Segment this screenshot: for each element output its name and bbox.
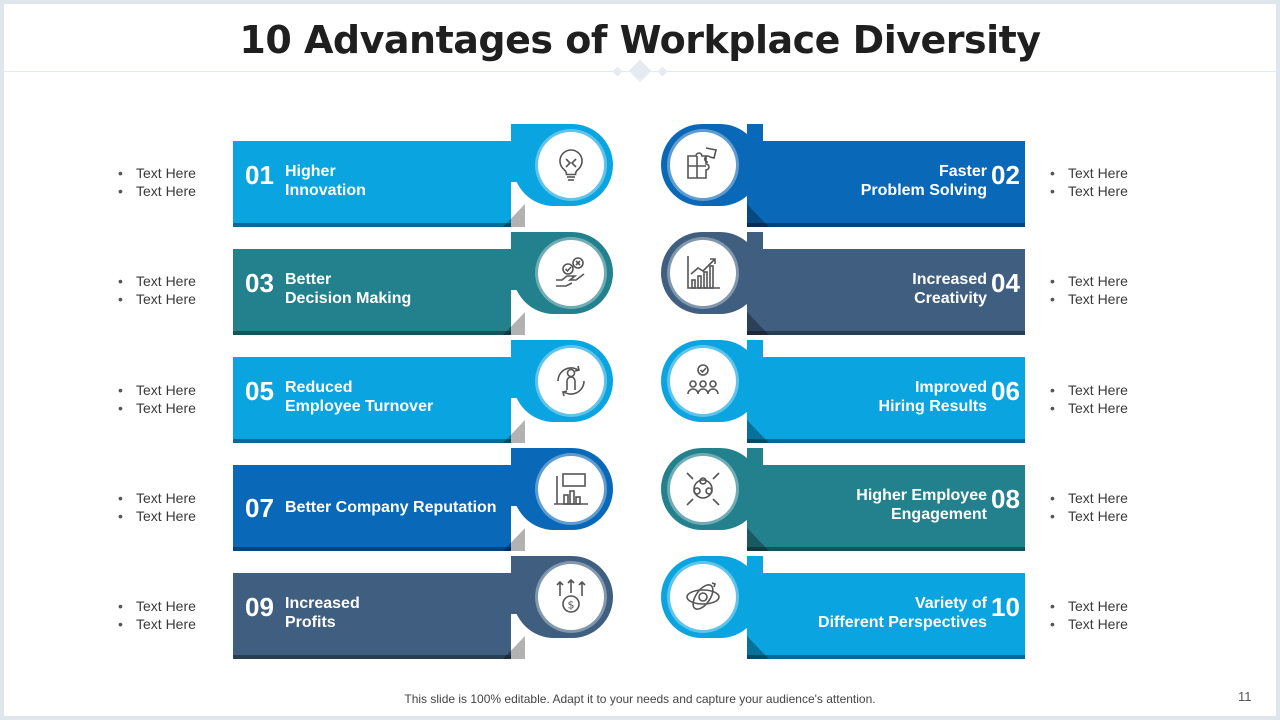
card-label: Reduced Employee Turnover [285,379,434,415]
bullet-list-02: Text Here Text Here [1050,164,1128,200]
hiring-team-icon [687,364,719,395]
card-label: Improved Hiring Results [878,379,987,415]
engagement-group-icon [686,472,720,506]
card-icon-badge [661,232,761,314]
card-number: 09 [245,592,274,622]
card-icon-badge [661,340,761,422]
card-label: Increased Profits [285,595,360,631]
bullet-item: Text Here [118,489,196,507]
card-bar [747,573,1025,659]
card-number: 02 [991,160,1020,190]
card-icon-badge [513,232,613,314]
footer-note: This slide is 100% editable. Adapt it to… [404,692,876,706]
card-label: Variety of Different Perspectives [818,595,987,631]
card-label: Higher Employee Engagement [856,487,987,523]
bullet-list-05: Text Here Text Here [118,381,196,417]
card-number: 07 [245,493,274,523]
advantage-card-08: 08 Higher Employee Engagement [661,448,1041,558]
bullet-item: Text Here [118,399,196,417]
bullet-list-01: Text Here Text Here [118,164,196,200]
card-bar [233,249,511,335]
card-label: Higher Innovation [285,163,366,199]
bullet-item: Text Here [1050,489,1128,507]
bullet-item: Text Here [1050,182,1128,200]
card-number: 03 [245,268,274,298]
advantage-card-04: 04 Increased Creativity [661,232,1041,342]
card-number: 08 [991,484,1020,514]
bullet-item: Text Here [118,164,196,182]
card-icon-badge [661,124,761,206]
puzzle-icon [687,147,717,179]
card-number: 06 [991,376,1020,406]
decision-handshake-icon [556,257,585,287]
card-number: 04 [991,268,1020,298]
card-icon-badge [513,124,613,206]
card-label: Faster Problem Solving [860,163,987,199]
card-number: 01 [245,160,274,190]
bullet-item: Text Here [118,507,196,525]
bullet-item: Text Here [1050,381,1128,399]
advantage-card-05: 05 Reduced Employee Turnover [233,340,613,450]
advantage-card-01: 01 Higher Innovation [233,124,613,234]
advantage-card-07: 07 Better Company Reputation [233,448,613,558]
profit-dollar-icon: $ [556,578,586,613]
bullet-list-07: Text Here Text Here [118,489,196,525]
card-bar [233,357,511,443]
card-bar [747,249,1025,335]
bullet-list-03: Text Here Text Here [118,272,196,308]
bullet-item: Text Here [118,597,196,615]
card-bar [747,141,1025,227]
svg-text:$: $ [568,599,575,612]
bullet-item: Text Here [118,381,196,399]
bullet-list-04: Text Here Text Here [1050,272,1128,308]
bullet-list-08: Text Here Text Here [1050,489,1128,525]
bullet-item: Text Here [118,182,196,200]
bullet-item: Text Here [118,290,196,308]
card-icon-badge [661,556,761,638]
card-icon-badge [513,448,613,530]
bullet-list-10: Text Here Text Here [1050,597,1128,633]
advantage-card-10: 10 Variety of Different Perspectives [661,556,1041,666]
page-title: 10 Advantages of Workplace Diversity [239,18,1041,62]
lightbulb-icon [559,149,583,181]
advantage-card-02: 02 Faster Problem Solving [661,124,1041,234]
advantage-card-06: 06 Improved Hiring Results [661,340,1041,450]
card-bar [747,465,1025,551]
bullet-item: Text Here [118,272,196,290]
employee-cycle-icon [557,365,585,397]
bullet-item: Text Here [1050,507,1128,525]
page-number: 11 [1238,689,1252,704]
card-label: Better Decision Making [285,271,412,307]
card-bar [233,141,511,227]
card-label: Better Company Reputation [285,499,497,516]
card-icon-badge: $ [513,556,613,638]
card-bar [747,357,1025,443]
card-label: Increased Creativity [912,271,987,307]
bullet-item: Text Here [1050,272,1128,290]
growth-chart-icon [687,256,720,289]
bullet-item: Text Here [1050,399,1128,417]
advantage-card-09: $ 09 Increased Profits [233,556,613,666]
title-divider-ornament [610,59,670,83]
advantage-card-03: 03 Better Decision Making [233,232,613,342]
perspective-orbit-icon [686,582,720,610]
bullet-item: Text Here [118,615,196,633]
card-bar [233,465,511,551]
bullet-list-09: Text Here Text Here [118,597,196,633]
card-icon-badge [661,448,761,530]
bullet-list-06: Text Here Text Here [1050,381,1128,417]
presentation-board-icon [554,473,588,505]
bullet-item: Text Here [1050,290,1128,308]
bullet-item: Text Here [1050,597,1128,615]
card-bar [233,573,511,659]
bullet-item: Text Here [1050,164,1128,182]
card-number: 10 [991,592,1020,622]
card-icon-badge [513,340,613,422]
bullet-item: Text Here [1050,615,1128,633]
card-number: 05 [245,376,274,406]
